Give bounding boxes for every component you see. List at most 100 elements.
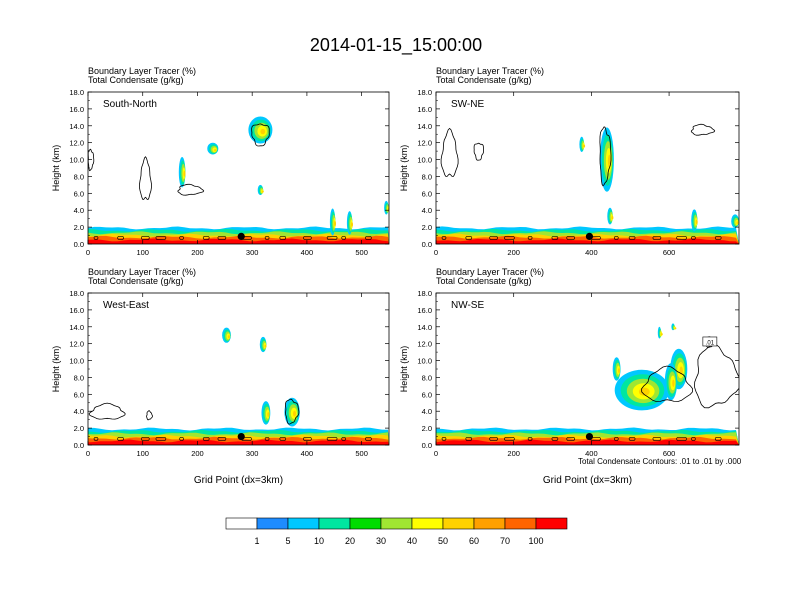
colorbar-label-4: 30 <box>376 536 386 546</box>
x-tick-label: 600 <box>663 449 676 458</box>
y-tick-label: 4.0 <box>74 206 84 215</box>
surface-contour-9 <box>628 437 636 441</box>
y-tick-label: 0.0 <box>422 441 432 450</box>
colorbar-swatch-9 <box>504 517 537 530</box>
colorbar-label-2: 10 <box>314 536 324 546</box>
x-tick-label: 400 <box>301 248 314 257</box>
condensate-contour-3 <box>473 142 484 161</box>
condensate-contour-0 <box>641 365 694 402</box>
figure-title: 2014-01-15_15:00:00 <box>310 35 482 56</box>
tracer-band-5 <box>88 238 389 244</box>
panel-subtitle-tracer: Boundary Layer Tracer (%) <box>436 66 544 76</box>
tracer-plume-6-level-4 <box>672 379 675 387</box>
surface-contour-0 <box>93 236 99 240</box>
colorbar-swatch-3 <box>318 517 351 530</box>
panel-nw-se: Boundary Layer Tracer (%)Total Condensat… <box>399 267 740 486</box>
y-tick-label: 12.0 <box>69 139 84 148</box>
panel-frame <box>87 91 390 245</box>
condensate-contour-2 <box>285 398 300 425</box>
colorbar-label-9: 100 <box>528 536 543 546</box>
surface-contour-11 <box>326 236 338 240</box>
y-tick-label: 2.0 <box>74 424 84 433</box>
surface-contour-0 <box>93 437 99 441</box>
surface-contour-9 <box>279 236 287 240</box>
colorbar-label-1: 5 <box>285 536 290 546</box>
colorbar: 1 5 10 20 30 40 50 60 70 100 <box>225 517 568 546</box>
condensate-contour-2 <box>599 126 612 187</box>
panel-subtitle-tracer: Boundary Layer Tracer (%) <box>436 267 544 277</box>
colorbar-swatch-4 <box>349 517 382 530</box>
tracer-band-5 <box>88 439 389 445</box>
surface-contour-5 <box>551 437 559 441</box>
tracer-plume-3-level-4 <box>293 410 296 417</box>
x-tick-label: 200 <box>507 449 520 458</box>
y-tick-label: 8.0 <box>422 373 432 382</box>
y-tick-label: 10.0 <box>417 156 432 165</box>
surface-contour-12 <box>341 437 347 441</box>
y-tick-label: 14.0 <box>417 323 432 332</box>
surface-contour-4 <box>527 437 533 441</box>
y-axis-label: Height (km) <box>51 346 61 393</box>
y-tick-label: 14.0 <box>69 323 84 332</box>
surface-contour-8 <box>264 437 270 441</box>
tracer-plume-5-level-4 <box>351 222 353 227</box>
surface-contour-8 <box>264 236 270 240</box>
colorbar-label-5: 40 <box>407 536 417 546</box>
surface-contour-4 <box>179 437 184 441</box>
colorbar-label-7: 60 <box>469 536 479 546</box>
colorbar-label-6: 50 <box>438 536 448 546</box>
surface-contour-1 <box>117 236 124 240</box>
x-axis-label: Grid Point (dx=3km) <box>194 475 283 486</box>
surface-contour-10 <box>652 236 662 240</box>
x-tick-label: 100 <box>136 248 149 257</box>
surface-contour-12 <box>691 236 696 240</box>
tracer-plume-4-level-4 <box>736 221 739 225</box>
x-tick-label: 200 <box>191 248 204 257</box>
y-tick-label: 18.0 <box>69 289 84 298</box>
location-marker <box>237 432 245 441</box>
panel-frame <box>435 292 740 446</box>
y-tick-label: 16.0 <box>69 105 84 114</box>
tracer-plume-3-level-4 <box>695 219 698 225</box>
y-tick-label: 12.0 <box>69 340 84 349</box>
x-tick-label: 500 <box>355 248 368 257</box>
tracer-plume-2-level-4 <box>267 412 270 417</box>
condensate-contour-2 <box>88 148 95 172</box>
colorbar-swatch-10 <box>535 517 568 530</box>
y-tick-label: 6.0 <box>422 189 432 198</box>
surface-contour-0 <box>441 236 447 240</box>
y-tick-label: 4.0 <box>74 407 84 416</box>
surface-contour-8 <box>613 437 619 441</box>
y-tick-label: 0.0 <box>74 441 84 450</box>
surface-contour-11 <box>326 437 338 441</box>
x-tick-label: 400 <box>585 449 598 458</box>
colorbar-swatch-0 <box>225 517 258 530</box>
panel-title: NW-SE <box>451 300 484 311</box>
tracer-band-5 <box>436 439 739 445</box>
contour-label: .01 <box>706 340 715 346</box>
y-tick-label: 12.0 <box>417 139 432 148</box>
tracer-plume-1-level-4 <box>679 366 683 375</box>
surface-contour-1 <box>465 236 473 240</box>
x-tick-label: 0 <box>86 248 90 257</box>
condensate-contour-1 <box>177 183 205 196</box>
tracer-plume-0-level-4 <box>227 335 230 339</box>
colorbar-swatch-8 <box>473 517 506 530</box>
surface-contour-3 <box>155 437 167 441</box>
y-tick-label: 2.0 <box>74 223 84 232</box>
y-tick-label: 12.0 <box>417 340 432 349</box>
y-tick-label: 10.0 <box>69 357 84 366</box>
panel-subtitle-condensate: Total Condensate (g/kg) <box>88 276 184 286</box>
location-marker <box>237 232 245 240</box>
surface-contour-6 <box>217 236 227 240</box>
x-tick-label: 0 <box>434 449 438 458</box>
x-tick-label: 100 <box>136 449 149 458</box>
surface-contour-11 <box>676 236 687 240</box>
surface-contour-6 <box>566 236 576 240</box>
surface-contour-9 <box>279 437 287 441</box>
colorbar-swatch-1 <box>256 517 289 530</box>
panel-title: SW-NE <box>451 99 484 110</box>
panel-west-east: Boundary Layer Tracer (%)Total Condensat… <box>51 267 390 486</box>
y-tick-label: 2.0 <box>422 223 432 232</box>
colorbar-label-0: 1 <box>254 536 259 546</box>
